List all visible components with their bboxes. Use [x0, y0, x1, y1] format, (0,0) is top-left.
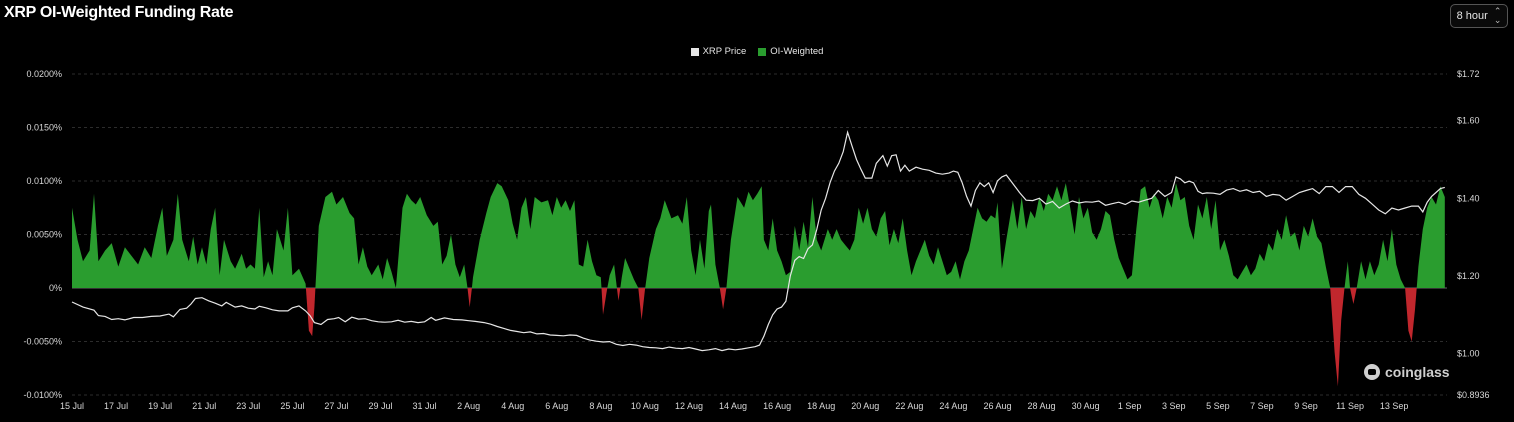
x-tick-label: 14 Aug	[719, 401, 747, 411]
coinglass-logo-icon	[1364, 364, 1380, 380]
funding-area-positive	[1344, 261, 1350, 288]
legend-swatch-oi-weighted	[758, 47, 767, 56]
page-title: XRP OI-Weighted Funding Rate	[4, 4, 234, 21]
coinglass-watermark: coinglass	[1364, 364, 1450, 380]
funding-area-positive	[607, 264, 617, 288]
funding-area	[72, 183, 1445, 387]
x-tick-label: 10 Aug	[631, 401, 659, 411]
x-tick-label: 29 Jul	[368, 401, 392, 411]
x-tick-label: 21 Jul	[192, 401, 216, 411]
y-tick-label-left: -0.0100%	[23, 390, 62, 400]
watermark-text: coinglass	[1385, 364, 1450, 380]
funding-area-negative	[467, 288, 472, 308]
funding-area-negative	[1330, 288, 1345, 387]
y-axis-right: $0.8936 $1.00 $1.20 $1.40 $1.60 $1.72	[1457, 69, 1490, 400]
interval-label: 8 hour	[1456, 10, 1488, 22]
price-line-layer	[71, 130, 1445, 352]
x-tick-label: 2 Aug	[457, 401, 480, 411]
legend-swatch-price	[690, 47, 699, 56]
x-tick-label: 1 Sep	[1118, 401, 1142, 411]
chart-legend: XRP Price OI-Weighted	[0, 46, 1514, 57]
chevron-updown-icon: ⌃ ⌄	[1493, 6, 1502, 25]
funding-area-positive	[645, 197, 720, 288]
x-tick-label: 27 Jul	[324, 401, 348, 411]
funding-area-positive	[72, 193, 306, 288]
y-tick-label-left: 0.0050%	[26, 230, 62, 240]
y-tick-label-left: 0.0100%	[26, 176, 62, 186]
legend-label-price: XRP Price	[702, 46, 747, 57]
x-tick-label: 11 Sep	[1336, 401, 1364, 411]
y-tick-label-right: $1.40	[1457, 193, 1480, 203]
funding-area-positive	[620, 258, 639, 288]
x-tick-label: 17 Jul	[104, 401, 128, 411]
x-tick-label: 6 Aug	[545, 401, 568, 411]
y-tick-label-left: 0%	[49, 283, 62, 293]
y-tick-label-right: $1.20	[1457, 271, 1480, 281]
x-tick-label: 5 Sep	[1206, 401, 1230, 411]
x-tick-label: 22 Aug	[895, 401, 923, 411]
x-tick-label: 23 Jul	[236, 401, 260, 411]
y-tick-label-left: 0.0150%	[26, 123, 62, 133]
x-tick-label: 18 Aug	[807, 401, 835, 411]
x-tick-label: 31 Jul	[413, 401, 437, 411]
x-tick-label: 30 Aug	[1072, 401, 1100, 411]
x-tick-label: 16 Aug	[763, 401, 791, 411]
x-tick-label: 26 Aug	[983, 401, 1011, 411]
x-tick-label: 4 Aug	[501, 401, 524, 411]
x-tick-label: 12 Aug	[675, 401, 703, 411]
interval-select[interactable]: 8 hour ⌃ ⌄	[1450, 4, 1508, 28]
x-tick-label: 19 Jul	[148, 401, 172, 411]
funding-area-negative	[601, 288, 608, 315]
y-tick-label-right: $1.00	[1457, 349, 1480, 359]
funding-area-positive	[1356, 229, 1406, 288]
x-tick-label: 28 Aug	[1028, 401, 1056, 411]
y-tick-label-left: -0.0050%	[23, 337, 62, 347]
price-line	[71, 130, 1445, 352]
x-tick-label: 8 Aug	[589, 401, 612, 411]
funding-area-negative	[638, 288, 646, 321]
x-tick-label: 7 Sep	[1250, 401, 1274, 411]
funding-area-positive	[726, 183, 1331, 288]
funding-area-negative	[1350, 288, 1357, 304]
legend-item-price[interactable]: XRP Price	[690, 46, 747, 57]
x-tick-label: 13 Sep	[1380, 401, 1409, 411]
y-tick-label-right: $1.72	[1457, 69, 1480, 79]
x-tick-label: 3 Sep	[1162, 401, 1186, 411]
legend-label-oi-weighted: OI-Weighted	[770, 46, 824, 57]
funding-area-positive	[315, 191, 468, 288]
legend-item-oi-weighted[interactable]: OI-Weighted	[758, 46, 823, 57]
funding-area-negative	[616, 288, 621, 301]
x-tick-label: 9 Sep	[1294, 401, 1318, 411]
funding-area-positive	[471, 183, 602, 288]
x-tick-label: 15 Jul	[60, 401, 84, 411]
funding-area-negative	[305, 288, 316, 337]
x-tick-label: 20 Aug	[851, 401, 879, 411]
x-axis: 15 Jul 17 Jul 19 Jul 21 Jul 23 Jul 25 Jul 27 J…	[60, 401, 1408, 411]
funding-area-negative	[1405, 288, 1417, 342]
y-tick-label-left: 0.0200%	[26, 69, 62, 79]
y-tick-label-right: $0.8936	[1457, 390, 1490, 400]
funding-area-negative	[719, 288, 727, 310]
x-tick-label: 25 Jul	[280, 401, 304, 411]
y-tick-label-right: $1.60	[1457, 116, 1480, 126]
funding-area-positive	[1416, 186, 1445, 288]
x-tick-label: 24 Aug	[939, 401, 967, 411]
y-axis-left: -0.0100% -0.0050% 0% 0.0050% 0.0100% 0.0150% 0…	[23, 69, 62, 400]
